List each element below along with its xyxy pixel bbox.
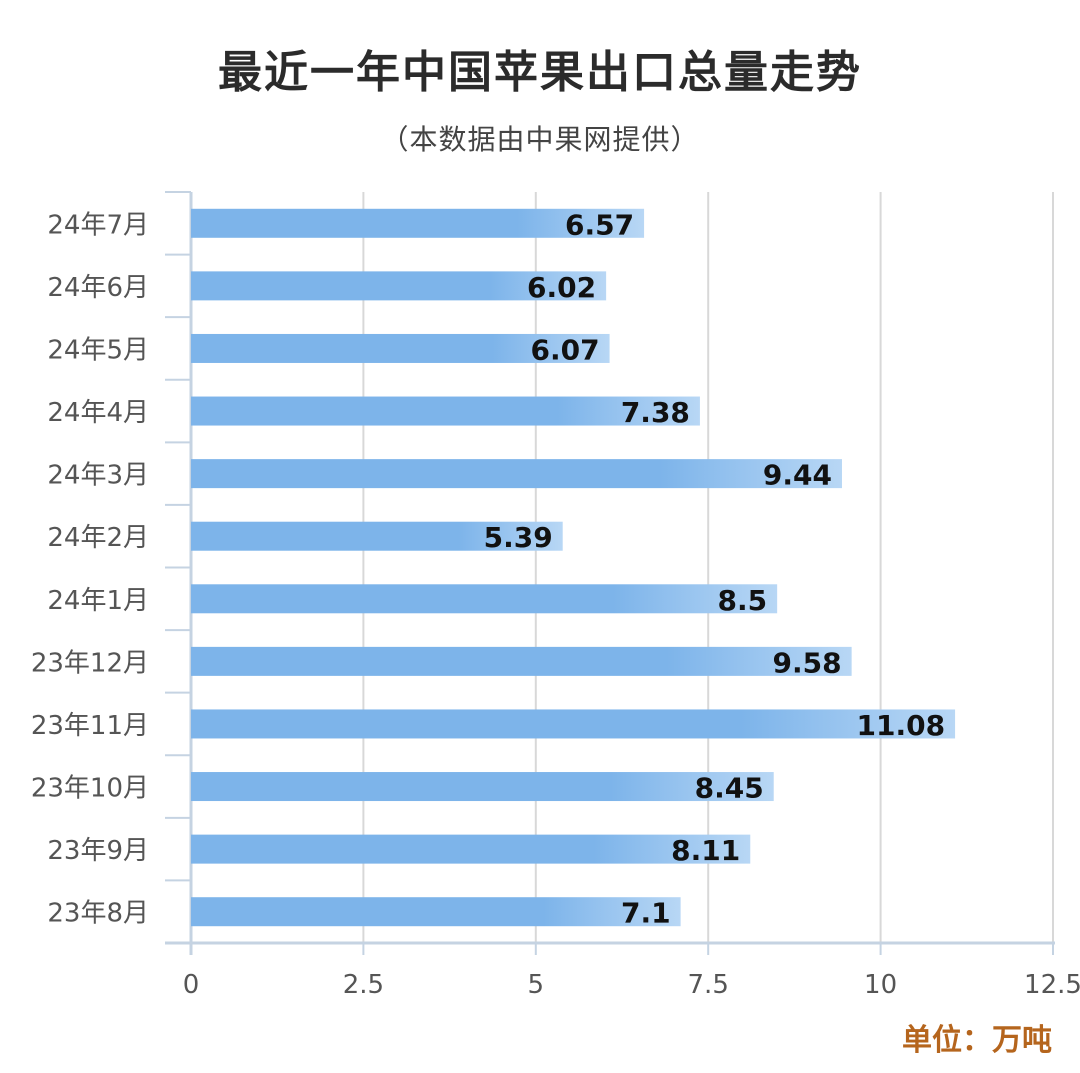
category-label: 24年5月: [47, 335, 149, 365]
category-label: 23年9月: [47, 836, 149, 866]
bar-value-label: 6.57: [565, 208, 634, 241]
bar-value-label: 5.39: [484, 521, 553, 554]
bar-value-label: 8.5: [718, 584, 768, 617]
bar-value-label: 7.1: [621, 897, 671, 930]
bar: [191, 834, 751, 864]
bar: [191, 521, 563, 551]
chart-subtitle: （本数据由中果网提供）: [380, 123, 700, 156]
category-label: 24年4月: [47, 398, 149, 428]
category-label: 23年12月: [31, 648, 149, 678]
category-label: 24年3月: [47, 461, 149, 491]
bar: [191, 208, 645, 238]
x-tick-label: 12.5: [1024, 970, 1080, 1000]
category-label: 24年2月: [47, 523, 149, 553]
x-tick-label: 2.5: [343, 970, 384, 1000]
bar-value-label: 9.44: [763, 459, 832, 492]
bar-value-label: 7.38: [621, 396, 690, 429]
bar: [191, 396, 700, 426]
bar: [191, 271, 607, 301]
category-label: 23年8月: [47, 899, 149, 929]
bar: [191, 646, 852, 676]
bar: [191, 772, 774, 802]
bar-value-label: 8.11: [671, 834, 740, 867]
bar-value-label: 6.07: [530, 333, 599, 366]
bar-value-label: 11.08: [856, 709, 945, 742]
x-tick-label: 7.5: [688, 970, 729, 1000]
category-label: 24年1月: [47, 586, 149, 616]
x-tick-label: 5: [528, 970, 545, 1000]
bar: [191, 709, 956, 739]
category-label: 23年11月: [31, 711, 149, 741]
bar-value-label: 8.45: [695, 772, 764, 805]
chart-title: 最近一年中国苹果出口总量走势: [218, 47, 862, 98]
x-tick-label: 0: [183, 970, 200, 1000]
bar-value-label: 6.02: [527, 271, 596, 304]
category-label: 24年7月: [47, 210, 149, 240]
unit-label: 单位：万吨: [902, 1023, 1052, 1058]
category-label: 24年6月: [47, 273, 149, 303]
bar-value-label: 9.58: [773, 646, 842, 679]
category-label: 23年10月: [31, 774, 149, 804]
bar: [191, 333, 610, 363]
bar: [191, 897, 681, 927]
bar: [191, 584, 778, 614]
bar: [191, 459, 842, 489]
x-tick-label: 10: [864, 970, 897, 1000]
